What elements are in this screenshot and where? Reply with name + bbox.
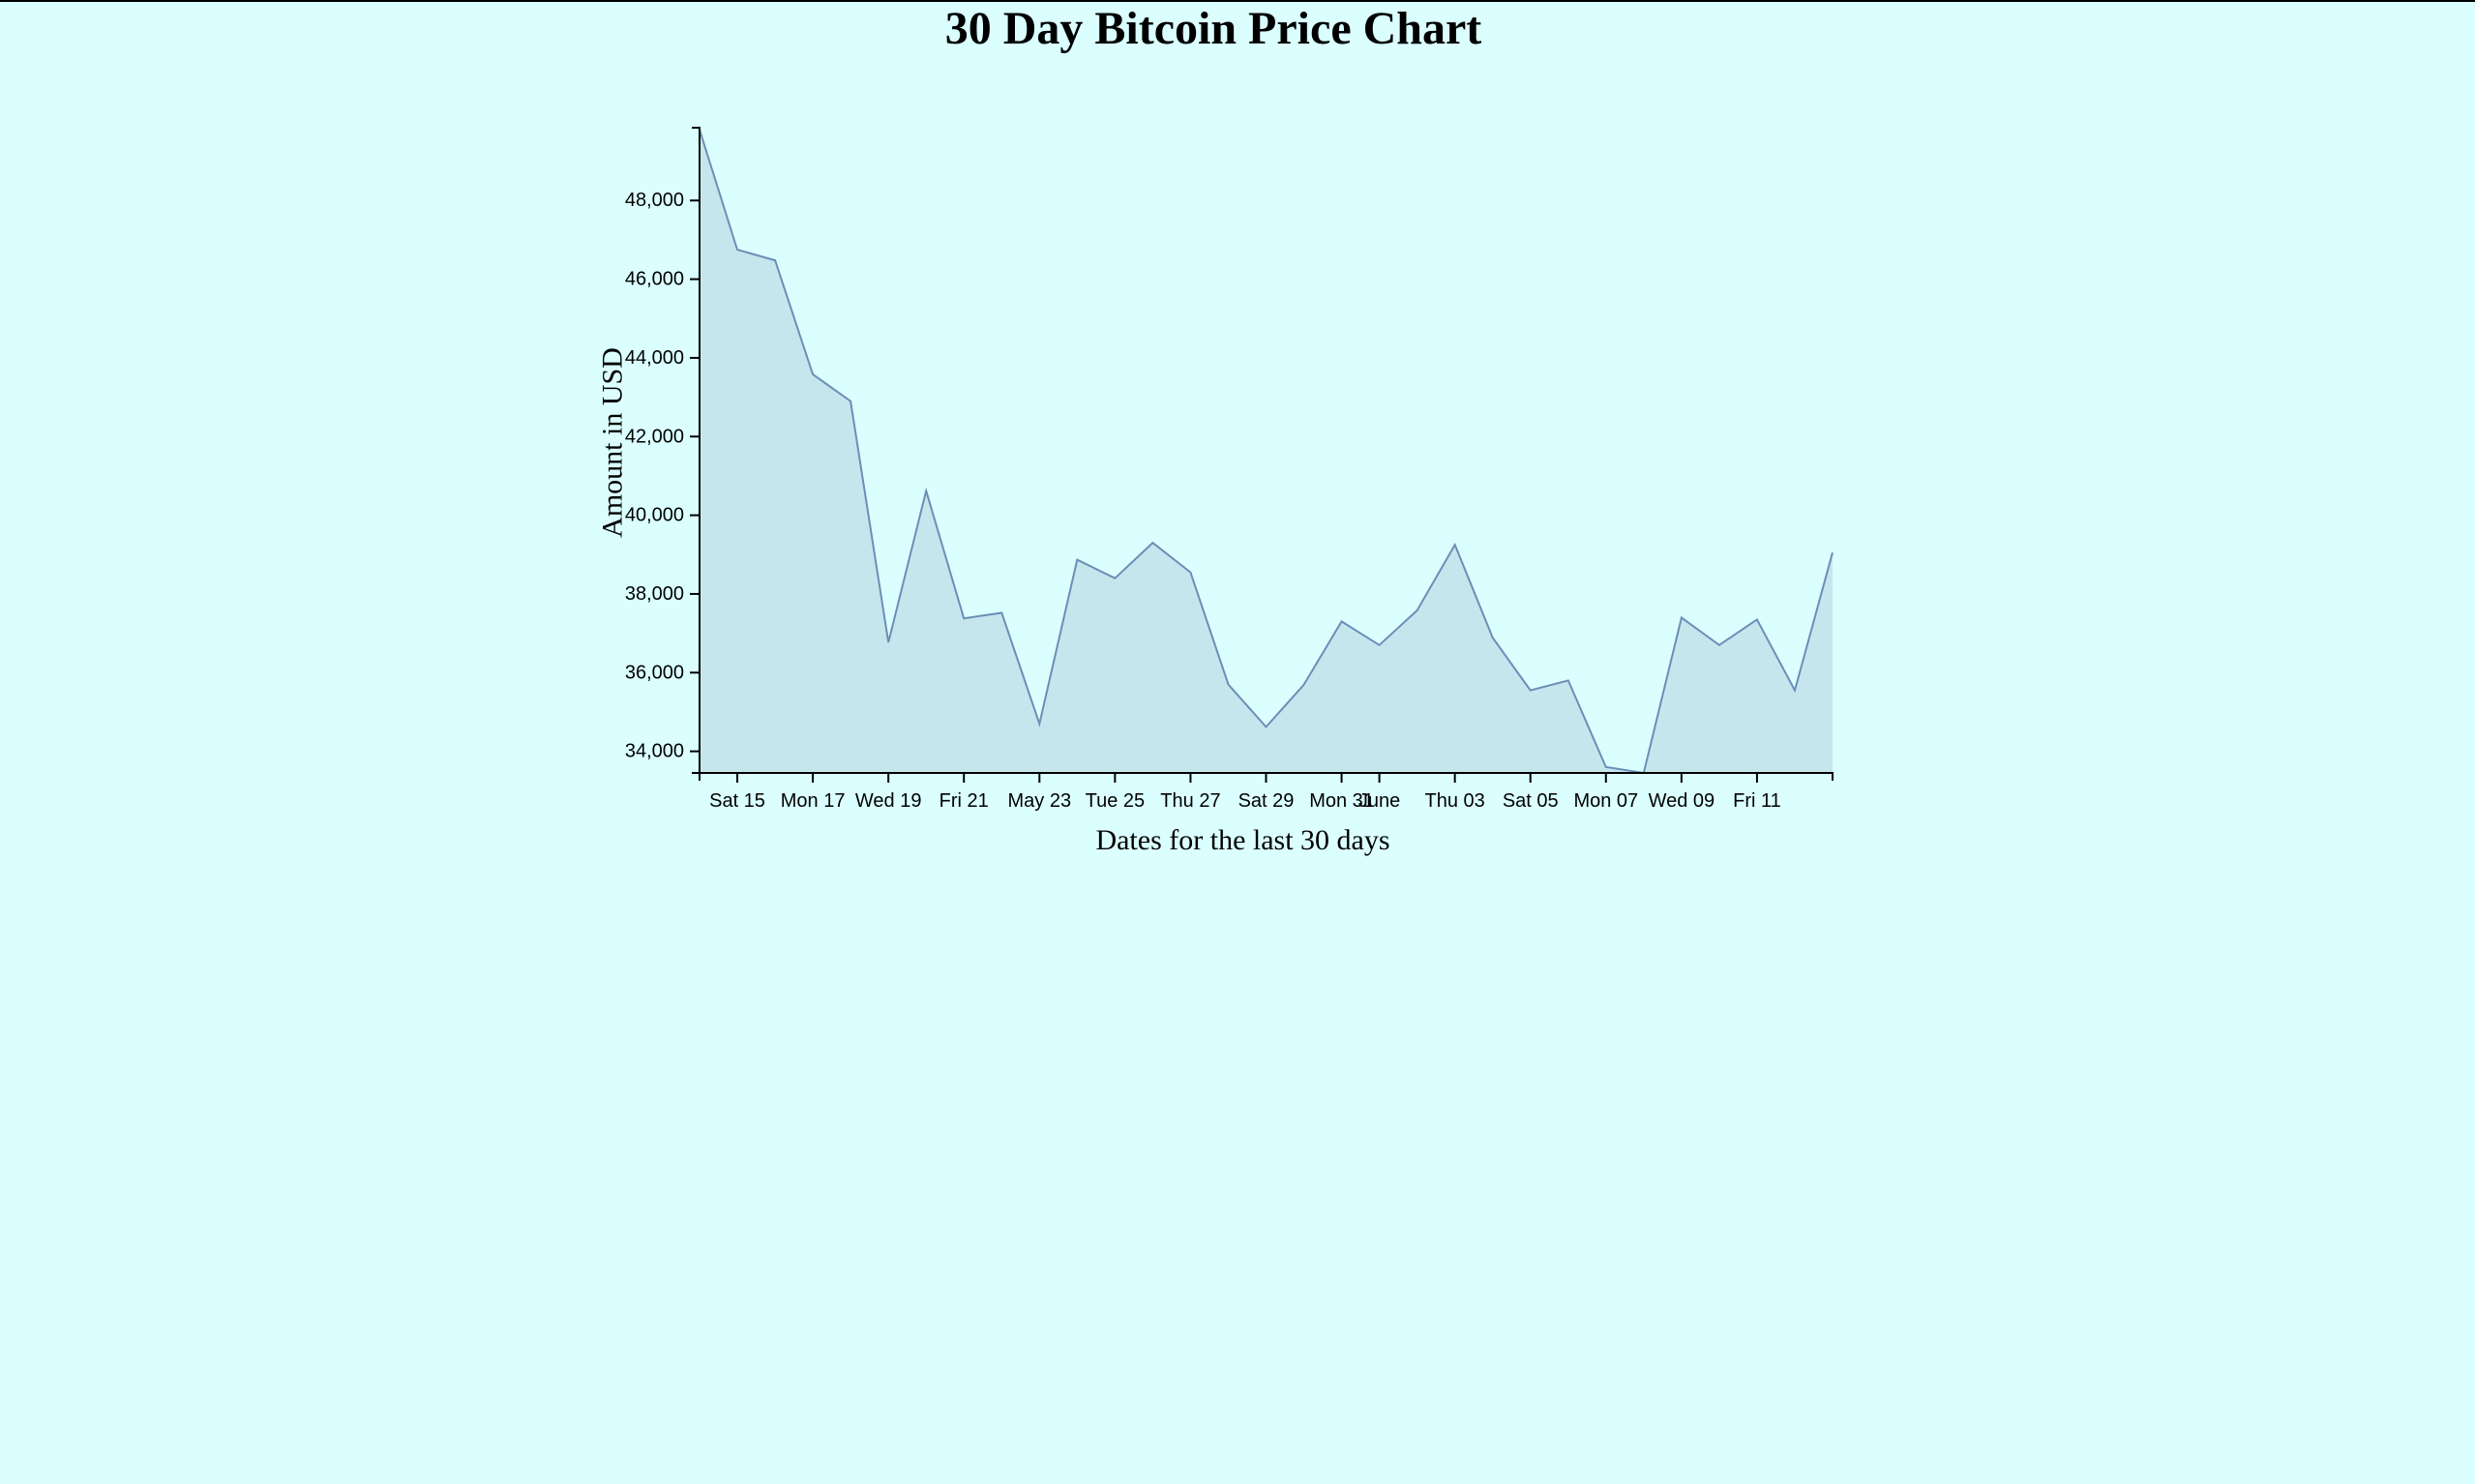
price-area: [700, 130, 1833, 773]
y-tick-label: 48,000: [625, 190, 684, 211]
x-tick-label: Mon 31: [1309, 790, 1374, 812]
x-tick-label: Sat 29: [1238, 790, 1295, 812]
x-tick-label: Thu 27: [1160, 790, 1220, 812]
x-tick-label: Wed 09: [1649, 790, 1715, 812]
y-axis-line: [692, 127, 701, 774]
y-tick-label: 38,000: [625, 583, 684, 605]
page-title: 30 Day Bitcoin Price Chart: [944, 3, 1482, 54]
x-axis-title: Dates for the last 30 days: [1095, 824, 1389, 856]
y-tick-label: 34,000: [625, 741, 684, 762]
x-tick-label: Sat 15: [709, 790, 765, 812]
y-tick-label: 42,000: [625, 426, 684, 447]
plot-area: [699, 129, 1834, 775]
y-axis-title: Amount in USD: [597, 347, 629, 538]
x-tick-label: June: [1358, 790, 1400, 812]
y-tick-label: 46,000: [625, 269, 684, 290]
x-tick-label: May 23: [1008, 790, 1072, 812]
x-tick-label: Mon 07: [1573, 790, 1638, 812]
y-tick-label: 36,000: [625, 662, 684, 683]
x-tick-label: Mon 17: [781, 790, 846, 812]
x-tick-label: Fri 11: [1733, 790, 1781, 812]
y-axis: 34,000 36,000 38,000 40,000 42,000 44,000 46,0…: [625, 127, 701, 774]
x-axis: Sat 15 Mon 17 Wed 19 Fri 21 May 23 Tue 25 Thu …: [699, 772, 1834, 812]
y-tick-label: 40,000: [625, 505, 684, 526]
x-tick-label: Fri 21: [939, 790, 989, 812]
x-tick-label: Wed 19: [855, 790, 922, 812]
x-tick-label: Tue 25: [1086, 790, 1146, 812]
y-tick-label: 44,000: [625, 347, 684, 369]
x-tick-label: Sat 05: [1503, 790, 1559, 812]
x-tick-label: Thu 03: [1425, 790, 1485, 812]
